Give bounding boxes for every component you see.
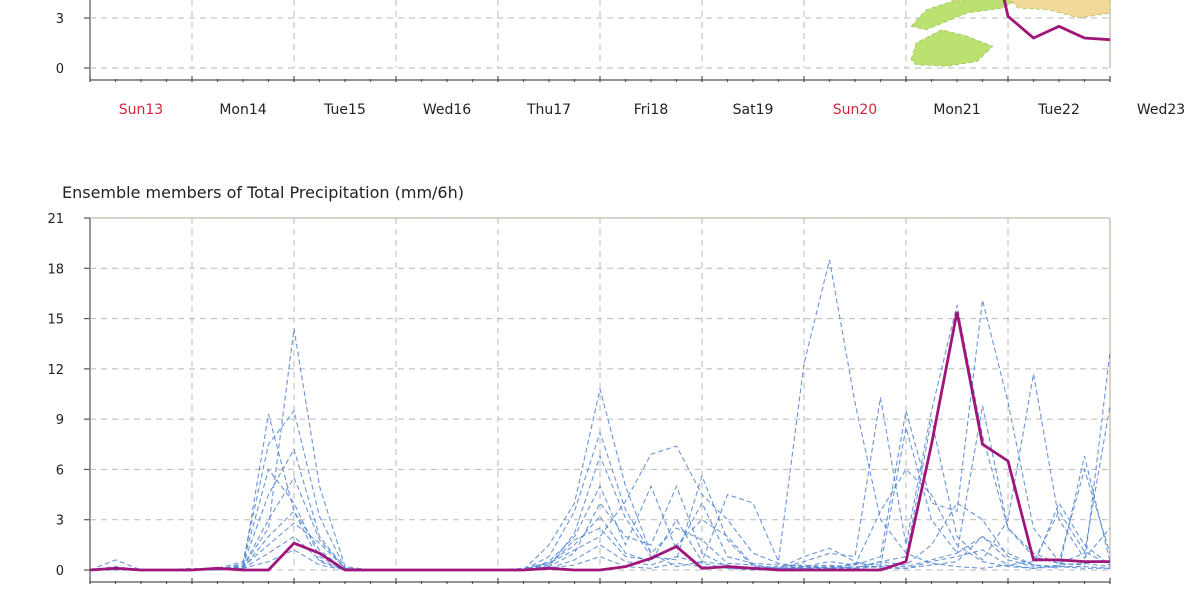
bottom-ytick-label: 12 bbox=[47, 363, 64, 378]
ensemble-member-line bbox=[89, 413, 1110, 571]
top-day-label: Mon14 bbox=[219, 102, 266, 118]
ensemble-envelope bbox=[950, 0, 968, 2]
bottom-ytick-label: 0 bbox=[56, 564, 64, 579]
control-line bbox=[1002, 0, 1111, 42]
ensemble-member-line bbox=[90, 405, 1111, 571]
bottom-ytick-label: 3 bbox=[56, 514, 64, 529]
ensemble-member-line bbox=[89, 259, 1111, 571]
top-day-label: Sun13 bbox=[119, 102, 163, 118]
top-day-label: Thu17 bbox=[526, 102, 571, 118]
top-day-label: Tue22 bbox=[1037, 102, 1080, 118]
bottom-ytick-label: 15 bbox=[47, 313, 64, 328]
ensemble-member-line bbox=[89, 373, 1111, 571]
top-day-label: Tue15 bbox=[323, 102, 366, 118]
chart-title: Ensemble members of Total Precipitation … bbox=[62, 183, 464, 202]
ensemble-envelope bbox=[910, 0, 1018, 31]
top-day-label: Fri18 bbox=[634, 102, 669, 118]
precipitation-chart: Ensemble members of Total Precipitation … bbox=[47, 183, 1111, 584]
top-day-label: Wed23 bbox=[1137, 102, 1185, 118]
top-chart: 0 3 Sun13 Mon14 Tue15 Wed16 Thu17 Fri18 Sat19 Sun… bbox=[56, 0, 1185, 118]
ensemble-member-line bbox=[90, 455, 1111, 571]
ensemble-member-line bbox=[90, 502, 1111, 571]
bottom-ytick-label: 6 bbox=[56, 463, 64, 478]
ensemble-member-line bbox=[90, 305, 1111, 571]
control-line bbox=[89, 311, 1110, 572]
bottom-ytick-label: 9 bbox=[56, 413, 64, 428]
ensemble-envelope bbox=[1009, 0, 1111, 19]
ensemble-member-line bbox=[90, 427, 1111, 571]
ensemble-member-line bbox=[89, 468, 1111, 571]
top-day-label: Wed16 bbox=[423, 102, 471, 118]
ensemble-member-line bbox=[90, 299, 1111, 571]
ensemble-envelope bbox=[910, 29, 994, 67]
top-ytick-label: 3 bbox=[56, 12, 64, 27]
top-day-label: Sat19 bbox=[733, 102, 774, 118]
top-ytick-label: 0 bbox=[56, 62, 64, 77]
top-day-label: Sun20 bbox=[833, 102, 877, 118]
top-day-label: Mon21 bbox=[933, 102, 980, 118]
bottom-ytick-label: 18 bbox=[47, 262, 64, 277]
bottom-ytick-label: 21 bbox=[47, 212, 64, 227]
